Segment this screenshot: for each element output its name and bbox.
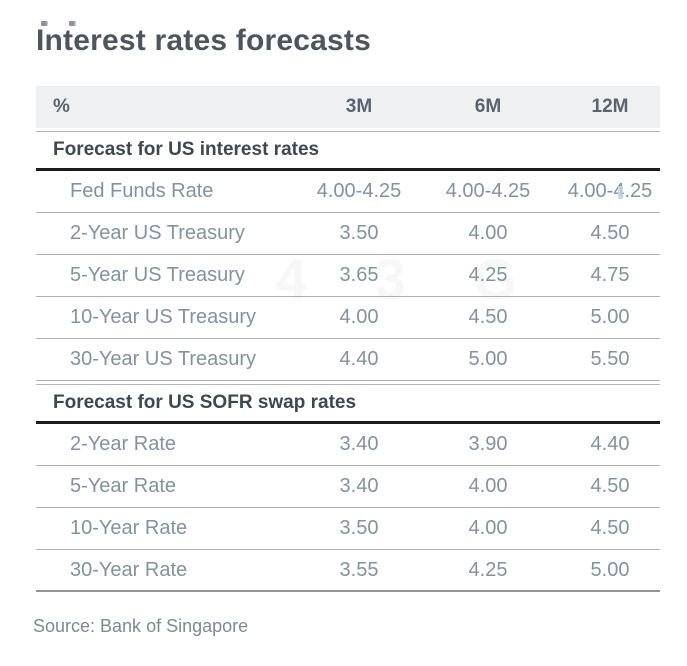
row-value-12m: 4.75 [590,264,630,286]
row-label: Fed Funds Rate [70,180,214,202]
row-value-6m: 4.25 [468,264,508,286]
forecast-table-body: Forecast for US interest rates Fed Funds… [36,131,660,592]
row-value-12m: 5.00 [590,558,630,581]
column-header-6m: 6M [474,96,502,117]
column-header-12m: 12M [591,96,629,117]
row-value-3m: 3.40 [339,433,379,455]
row-value-12m: 4.50 [590,475,630,497]
row-value-6m: 4.00 [468,475,508,497]
row-value-12m: 5.00 [590,306,630,328]
table-row: 5-Year Rate 3.40 4.00 4.50 [36,466,660,508]
row-value-3m: 4.40 [339,348,379,370]
table-row: 30-Year US Treasury 4.40 5.00 5.50 [36,339,660,381]
section-header: Forecast for US interest rates [36,131,660,171]
row-value-12m: 4.40 [590,433,630,455]
section-header-label: Forecast for US SOFR swap rates [53,392,357,413]
row-value-12m: 4.50 [590,517,630,539]
row-label: 30-Year Rate [70,558,188,581]
row-value-12m: 4.50 [590,222,630,244]
row-label: 2-Year Rate [70,433,176,455]
table-column-header-row: % 3M 6M 12M [36,86,660,128]
row-value-3m: 3.50 [339,517,379,539]
row-value-3m: 4.00 [339,306,379,328]
table-row: 10-Year Rate 3.50 4.00 4.50 [36,508,660,550]
table-row: Fed Funds Rate 4.00-4.25 4.00-4.25 4.00-… [36,171,660,213]
row-value-3m: 3.65 [339,264,379,286]
row-label: 2-Year US Treasury [70,222,245,244]
source-attribution: Source: Bank of Singapore [33,616,249,636]
column-header-3m: 3M [345,96,373,117]
row-value-3m: 4.00-4.25 [316,180,402,202]
row-value-3m: 3.55 [339,558,379,581]
table-row: 5-Year US Treasury 3.65 4.25 4.75 [36,255,660,297]
cropped-artifact-speck [41,21,48,26]
row-label: 10-Year Rate [70,517,188,539]
row-value-12m: 5.50 [590,348,630,370]
row-label: 10-Year US Treasury [70,306,257,328]
row-label: 5-Year US Treasury [70,264,245,286]
row-value-6m: 4.00 [468,517,508,539]
table-row: 2-Year Rate 3.40 3.90 4.40 [36,424,660,466]
cropped-artifact-speck [69,21,76,26]
row-value-12m: 4.00-4.25 [567,180,653,202]
row-value-6m: 5.00 [468,348,508,370]
row-label: 5-Year Rate [70,475,176,497]
row-value-3m: 3.40 [339,475,379,497]
unit-header: % [53,96,70,117]
highlight-artifact [618,186,623,199]
section-header: Forecast for US SOFR swap rates [36,384,660,424]
table-row: 10-Year US Treasury 4.00 4.50 5.00 [36,297,660,339]
row-value-6m: 4.25 [468,558,508,581]
row-label: 30-Year US Treasury [70,348,257,370]
table-row: 2-Year US Treasury 3.50 4.00 4.50 [36,213,660,255]
page-title: Interest rates forecasts [36,24,371,57]
table-row: 30-Year Rate 3.55 4.25 5.00 [36,550,660,592]
row-value-6m: 4.50 [468,306,508,328]
forecast-table: 4 3 G % 3M 6M 12M Forecast for US intere… [36,86,660,592]
row-value-3m: 3.50 [339,222,379,244]
row-value-6m: 4.00-4.25 [445,180,531,202]
section-header-label: Forecast for US interest rates [53,139,320,160]
row-value-6m: 3.90 [468,433,508,455]
report-figure: Interest rates forecasts 4 3 G % 3M 6M 1… [33,0,660,637]
row-value-6m: 4.00 [468,222,508,244]
